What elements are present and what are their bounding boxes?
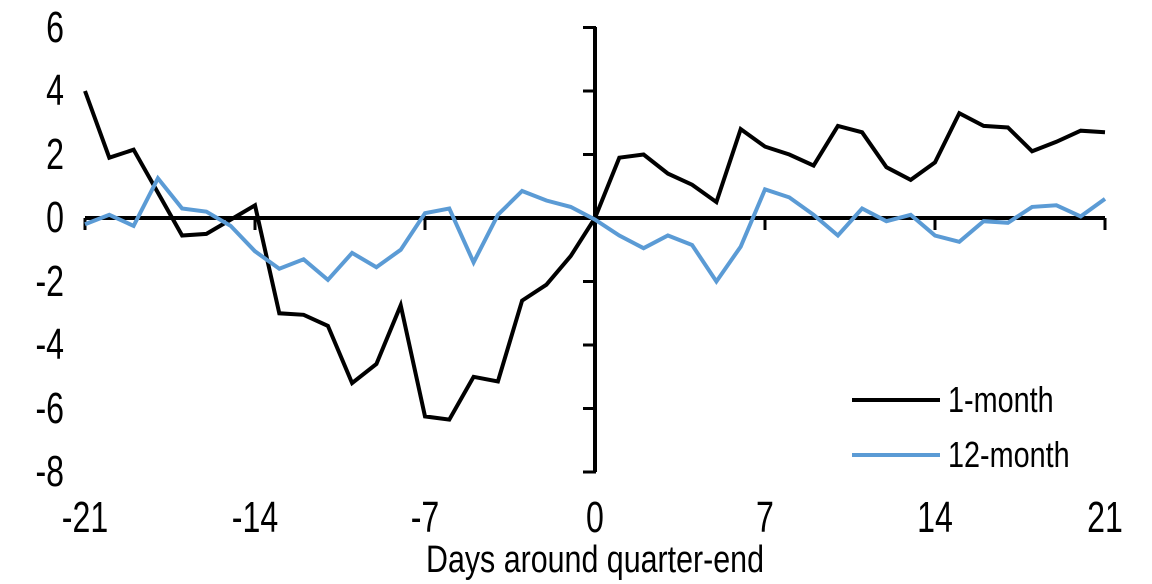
y-tick-label: 2 — [46, 130, 64, 179]
x-tick-label: 7 — [756, 493, 774, 542]
y-tick-label: -6 — [35, 384, 64, 433]
x-axis-title: Days around quarter-end — [426, 539, 764, 581]
y-tick-label: 6 — [46, 3, 64, 52]
y-tick-label: -8 — [35, 447, 64, 496]
x-tick-label: -7 — [410, 493, 440, 542]
series-line-12-month — [84, 174, 1107, 286]
y-tick-label: 4 — [46, 66, 64, 115]
y-tick-label: 0 — [46, 193, 64, 242]
x-tick-label: 14 — [917, 493, 953, 542]
x-tick-label: -14 — [231, 493, 279, 542]
x-tick-label: 0 — [586, 493, 604, 542]
legend-label-1-month: 1-month — [948, 379, 1054, 420]
x-tick-label: -21 — [61, 493, 109, 542]
x-tick-label: 21 — [1087, 493, 1123, 542]
legend-label-12-month: 12-month — [948, 434, 1070, 475]
y-tick-label: -2 — [35, 257, 64, 306]
y-tick-label: -4 — [35, 320, 64, 369]
